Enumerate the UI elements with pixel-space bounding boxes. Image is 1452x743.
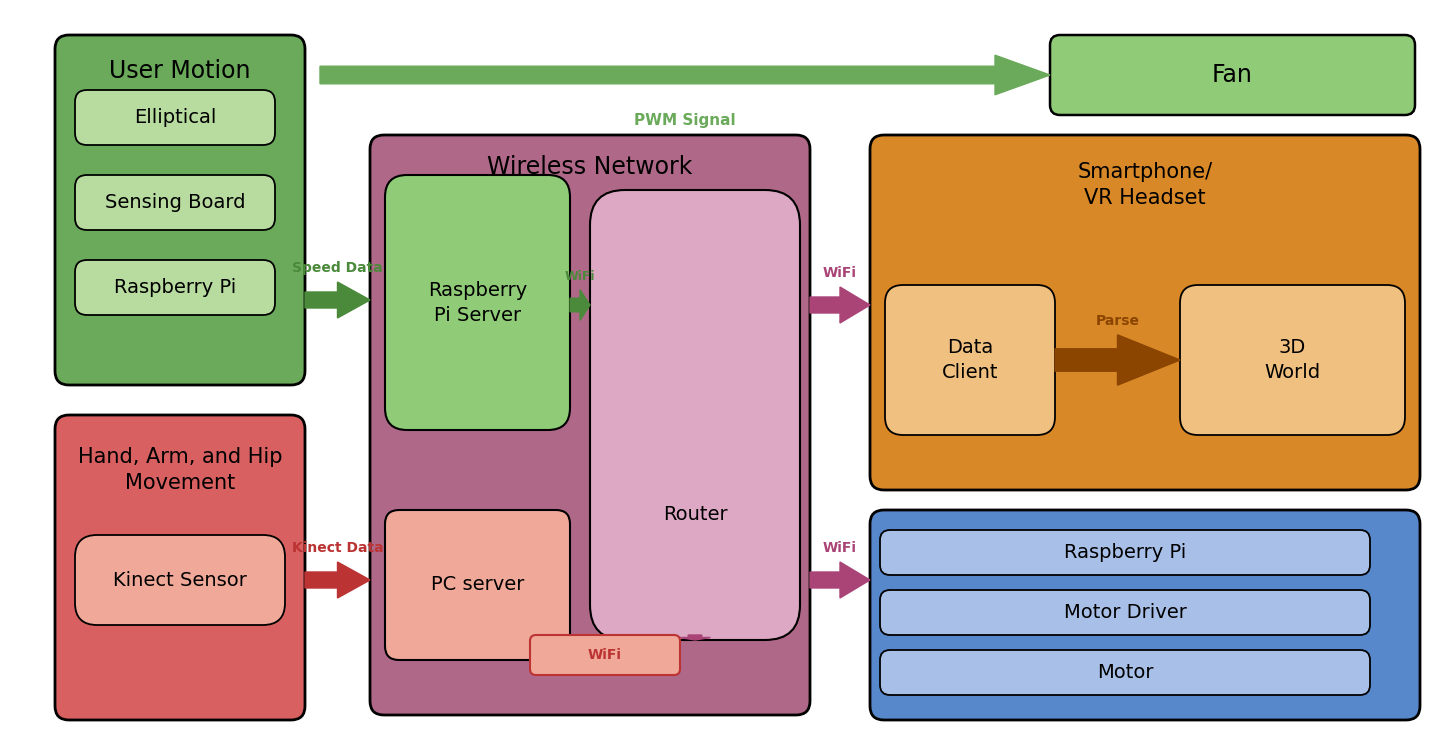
FancyBboxPatch shape — [385, 510, 571, 660]
Text: Data
Client: Data Client — [942, 338, 998, 382]
FancyBboxPatch shape — [886, 285, 1056, 435]
Text: Elliptical: Elliptical — [134, 108, 216, 127]
Polygon shape — [680, 635, 710, 640]
Text: Kinect Data: Kinect Data — [292, 541, 383, 555]
FancyBboxPatch shape — [76, 175, 274, 230]
Text: 3D
World: 3D World — [1265, 338, 1320, 382]
Polygon shape — [305, 282, 370, 318]
FancyBboxPatch shape — [1180, 285, 1406, 435]
FancyBboxPatch shape — [870, 510, 1420, 720]
Text: Kinect Sensor: Kinect Sensor — [113, 571, 247, 589]
Polygon shape — [810, 562, 870, 598]
Text: WiFi: WiFi — [588, 648, 621, 662]
Polygon shape — [319, 55, 1050, 95]
Text: WiFi: WiFi — [823, 266, 857, 280]
Text: Raspberry Pi: Raspberry Pi — [113, 278, 237, 297]
Text: Hand, Arm, and Hip
Movement: Hand, Arm, and Hip Movement — [78, 447, 282, 493]
FancyBboxPatch shape — [590, 190, 800, 640]
Text: Fan: Fan — [1212, 63, 1253, 87]
Text: Raspberry Pi: Raspberry Pi — [1064, 543, 1186, 562]
Polygon shape — [571, 290, 590, 320]
FancyBboxPatch shape — [76, 260, 274, 315]
FancyBboxPatch shape — [880, 650, 1371, 695]
FancyBboxPatch shape — [1050, 35, 1416, 115]
FancyBboxPatch shape — [530, 635, 680, 675]
Text: Motor: Motor — [1096, 663, 1153, 682]
Text: Sensing Board: Sensing Board — [105, 193, 245, 212]
Text: PWM Signal: PWM Signal — [635, 113, 736, 128]
FancyBboxPatch shape — [870, 135, 1420, 490]
Text: Raspberry
Pi Server: Raspberry Pi Server — [428, 281, 527, 325]
Text: Smartphone/
VR Headset: Smartphone/ VR Headset — [1077, 162, 1212, 208]
Text: Parse: Parse — [1095, 314, 1140, 328]
Text: PC server: PC server — [431, 576, 524, 594]
Polygon shape — [1056, 335, 1180, 385]
FancyBboxPatch shape — [76, 90, 274, 145]
Polygon shape — [810, 287, 870, 323]
FancyBboxPatch shape — [385, 175, 571, 430]
Text: WiFi: WiFi — [823, 541, 857, 555]
Text: User Motion: User Motion — [109, 59, 251, 83]
FancyBboxPatch shape — [370, 135, 810, 715]
FancyBboxPatch shape — [55, 415, 305, 720]
Text: Wireless Network: Wireless Network — [488, 155, 693, 179]
Text: WiFi: WiFi — [565, 270, 595, 282]
FancyBboxPatch shape — [76, 535, 285, 625]
Text: Router: Router — [662, 504, 727, 524]
Text: Motor Driver: Motor Driver — [1063, 603, 1186, 622]
Polygon shape — [305, 562, 370, 598]
Text: Motor Control: Motor Control — [1064, 530, 1225, 554]
FancyBboxPatch shape — [880, 590, 1371, 635]
FancyBboxPatch shape — [55, 35, 305, 385]
Text: Speed Data: Speed Data — [292, 261, 383, 275]
FancyBboxPatch shape — [880, 530, 1371, 575]
